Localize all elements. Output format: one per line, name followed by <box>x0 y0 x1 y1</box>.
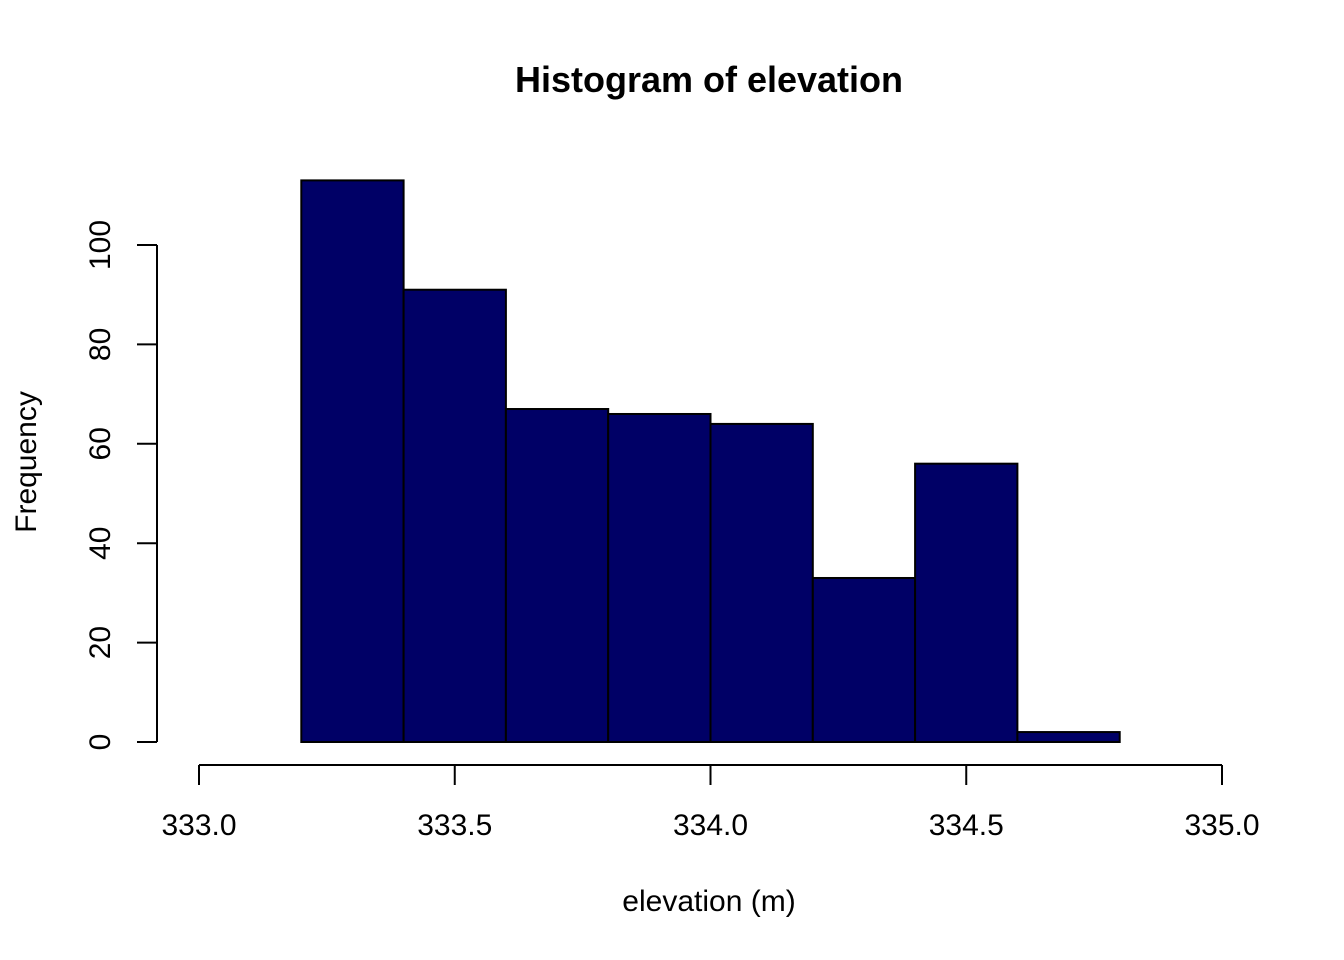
histogram-bar <box>811 576 917 743</box>
chart-title: Histogram of elevation <box>515 59 903 100</box>
x-tick-label: 333.5 <box>417 809 492 842</box>
histogram-bar <box>709 422 814 743</box>
x-tick-label: 333.0 <box>161 809 236 842</box>
histogram-bar <box>914 462 1019 743</box>
histogram-bar <box>402 288 507 743</box>
x-axis: 333.0 333.5 334.0 334.5 335.0 <box>161 764 1260 842</box>
histogram-bar <box>504 408 610 743</box>
y-axis-label: Frequency <box>10 391 43 533</box>
y-tick-label: 20 <box>84 626 117 659</box>
histogram-bar <box>300 179 405 743</box>
histogram-bar <box>1016 731 1121 743</box>
y-tick-label: 80 <box>84 328 117 361</box>
y-tick-label: 60 <box>84 427 117 460</box>
x-axis-label: elevation (m) <box>622 885 795 918</box>
y-tick-label: 0 <box>84 734 117 751</box>
x-tick-label: 334.0 <box>673 809 748 842</box>
y-tick-label: 100 <box>84 220 117 270</box>
histogram-bars <box>300 179 1121 743</box>
x-tick-label: 334.5 <box>929 809 1004 842</box>
x-tick-label: 335.0 <box>1184 809 1259 842</box>
y-axis: 0 20 40 60 80 100 <box>84 220 158 751</box>
y-tick-label: 40 <box>84 527 117 560</box>
histogram-bar <box>607 412 712 743</box>
